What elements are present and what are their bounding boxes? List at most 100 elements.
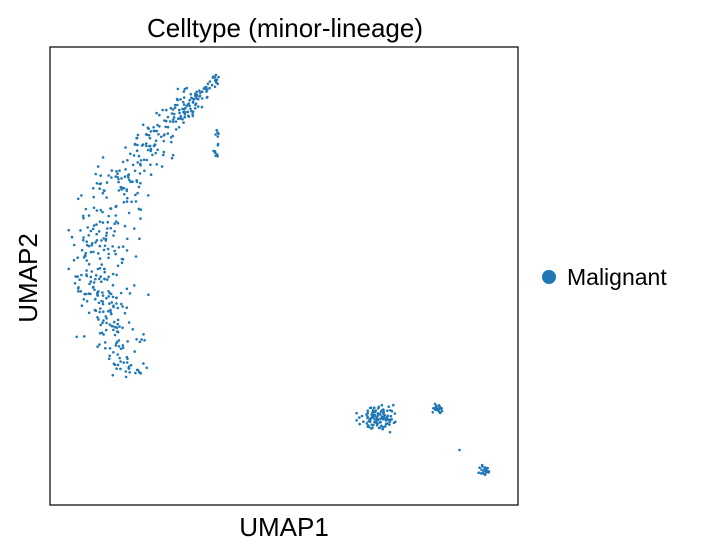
- scatter-point: [360, 414, 364, 418]
- scatter-point: [121, 346, 125, 350]
- scatter-point: [121, 258, 125, 261]
- scatter-point: [105, 234, 108, 237]
- scatter-point: [183, 87, 187, 91]
- scatter-point: [177, 108, 181, 112]
- scatter-point: [77, 287, 80, 290]
- scatter-point: [92, 285, 95, 289]
- scatter-point: [101, 291, 104, 294]
- scatter-point: [382, 410, 386, 414]
- scatter-point: [208, 86, 211, 90]
- scatter-point: [85, 243, 89, 247]
- scatter-point: [121, 160, 125, 164]
- scatter-point: [384, 422, 388, 426]
- scatter-point: [70, 235, 74, 239]
- scatter-point: [112, 362, 116, 366]
- scatter-point: [388, 430, 392, 434]
- scatter-point: [111, 283, 115, 287]
- scatter-point: [196, 105, 200, 108]
- scatter-point: [375, 424, 379, 427]
- scatter-point: [139, 159, 143, 162]
- scatter-point: [385, 417, 389, 420]
- scatter-point: [124, 146, 127, 149]
- scatter-point: [379, 420, 383, 424]
- scatter-point: [199, 91, 202, 94]
- scatter-point: [156, 148, 159, 152]
- scatter-point: [113, 222, 116, 225]
- scatter-point: [181, 100, 185, 104]
- scatter-point: [198, 89, 201, 92]
- scatter-point: [215, 128, 218, 132]
- scatter-point: [118, 325, 121, 328]
- scatter-point: [75, 335, 78, 339]
- scatter-point: [109, 311, 113, 314]
- scatter-point: [144, 133, 148, 136]
- scatter-point: [111, 295, 115, 299]
- scatter-point: [381, 428, 384, 431]
- scatter-point: [147, 194, 150, 197]
- legend-marker-malignant: [542, 270, 556, 284]
- scatter-point: [67, 267, 70, 271]
- scatter-point: [200, 105, 204, 109]
- scatter-point: [181, 117, 184, 121]
- scatter-point: [388, 423, 391, 426]
- scatter-point: [122, 200, 126, 204]
- scatter-point: [171, 118, 175, 121]
- scatter-point: [127, 176, 130, 179]
- scatter-point: [96, 345, 99, 349]
- scatter-point: [92, 195, 95, 199]
- scatter-point: [99, 174, 102, 177]
- scatter-point: [147, 293, 150, 297]
- scatter-point: [89, 229, 93, 233]
- scatter-point: [163, 133, 166, 136]
- scatter-point: [141, 123, 145, 127]
- scatter-point: [136, 143, 139, 147]
- scatter-point: [84, 251, 88, 255]
- scatter-point: [117, 177, 120, 181]
- scatter-point: [137, 185, 141, 189]
- scatter-point: [161, 108, 164, 112]
- scatter-point: [109, 226, 112, 230]
- scatter-point: [439, 407, 443, 411]
- scatter-point: [372, 413, 375, 417]
- scatter-point: [116, 264, 120, 268]
- scatter-point: [115, 302, 118, 305]
- scatter-point: [374, 409, 378, 412]
- scatter-point: [201, 90, 204, 93]
- scatter-point: [129, 363, 133, 367]
- scatter-point: [72, 243, 76, 247]
- scatter-point: [104, 237, 108, 241]
- scatter-point: [379, 417, 382, 421]
- scatter-point: [124, 168, 127, 171]
- scatter-point: [129, 152, 132, 156]
- scatter-point: [151, 153, 154, 157]
- scatter-point: [123, 175, 127, 178]
- scatter-point: [135, 338, 138, 341]
- scatter-point: [105, 231, 108, 235]
- scatter-point: [98, 310, 101, 314]
- scatter-point: [100, 280, 103, 284]
- scatter-point: [82, 216, 85, 220]
- scatter-point: [116, 363, 120, 367]
- scatter-point: [162, 150, 166, 154]
- scatter-point: [193, 94, 197, 97]
- scatter-point: [145, 366, 149, 370]
- scatter-point: [162, 153, 165, 157]
- scatter-point: [191, 112, 194, 116]
- scatter-point: [205, 90, 208, 93]
- scatter-point: [183, 113, 187, 116]
- scatter-point: [139, 181, 142, 185]
- scatter-point: [205, 96, 209, 99]
- scatter-point: [149, 149, 152, 153]
- scatter-point: [368, 420, 372, 424]
- scatter-point: [435, 408, 438, 412]
- scatter-point: [125, 189, 129, 193]
- scatter-point: [79, 290, 83, 293]
- scatter-point: [204, 87, 207, 90]
- x-axis-label: UMAP1: [239, 512, 329, 542]
- scatter-point: [389, 409, 392, 412]
- scatter-point: [117, 339, 121, 342]
- scatter-point: [108, 323, 111, 326]
- scatter-point: [127, 321, 131, 324]
- scatter-point: [139, 217, 142, 220]
- scatter-point: [381, 415, 384, 419]
